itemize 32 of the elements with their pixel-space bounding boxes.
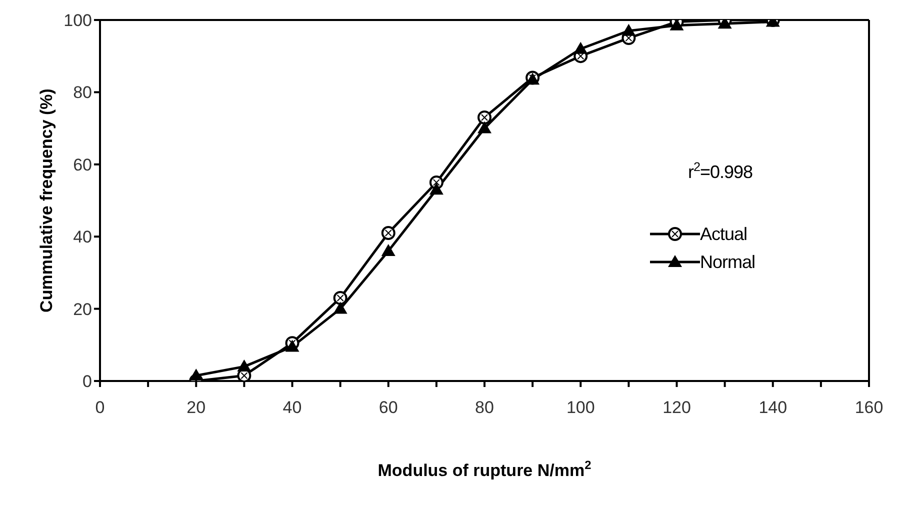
point — [622, 24, 636, 36]
point — [285, 340, 300, 352]
point — [237, 360, 252, 372]
x-tick-label: 140 — [758, 398, 788, 418]
y-tick-label: 20 — [73, 300, 92, 319]
x-tick-label: 160 — [854, 398, 884, 418]
y-tick-label: 60 — [73, 155, 92, 174]
legend-label: Normal — [700, 251, 756, 274]
point — [478, 121, 492, 134]
point — [333, 290, 348, 305]
x-tick-label: 120 — [662, 398, 691, 418]
x-tick-label: 60 — [378, 398, 398, 418]
y-tick-label: 100 — [64, 11, 92, 30]
point — [189, 368, 204, 381]
point — [381, 244, 396, 256]
legend-label: Actual — [700, 223, 748, 246]
y-axis-title: Cummulative frequency (%) — [37, 88, 56, 312]
x-tick-label: 0 — [95, 398, 105, 418]
x-tick-label: 40 — [282, 398, 302, 418]
point — [478, 110, 492, 124]
x-axis-title: Modulus of rupture N/mm$^{2}$ — [378, 458, 592, 480]
y-tick-label: 0 — [82, 372, 92, 392]
point — [429, 182, 444, 195]
point — [574, 42, 588, 54]
x-tick-label: 80 — [475, 398, 494, 418]
point — [333, 302, 348, 314]
x-tick-label: 20 — [186, 398, 206, 418]
y-tick-label: 40 — [73, 228, 92, 247]
point — [381, 226, 396, 240]
x-tick-label: 100 — [566, 398, 595, 418]
y-tick-label: 80 — [73, 83, 92, 102]
annotation: r$^{2}$=0.998 — [688, 160, 754, 182]
